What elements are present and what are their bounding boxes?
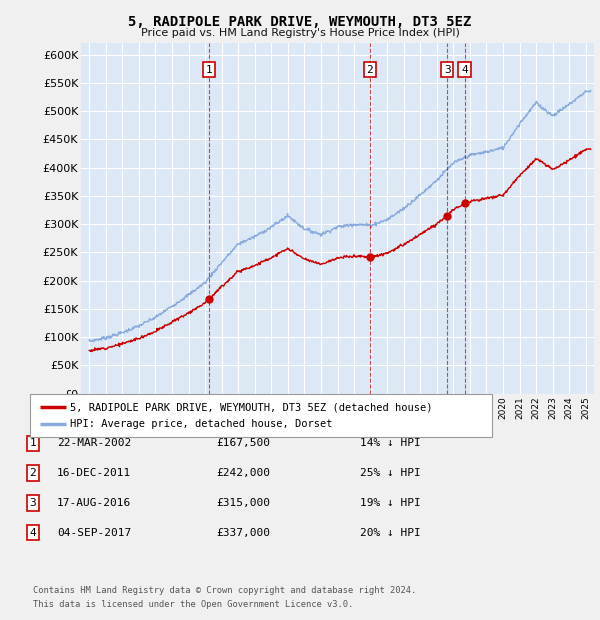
Text: 1: 1 [29,438,37,448]
Text: Contains HM Land Registry data © Crown copyright and database right 2024.: Contains HM Land Registry data © Crown c… [33,586,416,595]
Text: 04-SEP-2017: 04-SEP-2017 [57,528,131,538]
Text: £315,000: £315,000 [216,498,270,508]
Text: 19% ↓ HPI: 19% ↓ HPI [360,498,421,508]
Text: 20% ↓ HPI: 20% ↓ HPI [360,528,421,538]
Text: This data is licensed under the Open Government Licence v3.0.: This data is licensed under the Open Gov… [33,600,353,609]
Text: 17-AUG-2016: 17-AUG-2016 [57,498,131,508]
Text: £167,500: £167,500 [216,438,270,448]
Text: 3: 3 [29,498,37,508]
Text: 2: 2 [29,468,37,478]
Text: 3: 3 [444,64,451,74]
Text: 1: 1 [205,64,212,74]
Text: 14% ↓ HPI: 14% ↓ HPI [360,438,421,448]
Text: HPI: Average price, detached house, Dorset: HPI: Average price, detached house, Dors… [70,419,332,429]
Text: £242,000: £242,000 [216,468,270,478]
Text: £337,000: £337,000 [216,528,270,538]
Text: 2: 2 [367,64,373,74]
Text: 16-DEC-2011: 16-DEC-2011 [57,468,131,478]
Text: 5, RADIPOLE PARK DRIVE, WEYMOUTH, DT3 5EZ: 5, RADIPOLE PARK DRIVE, WEYMOUTH, DT3 5E… [128,16,472,30]
Text: 4: 4 [461,64,468,74]
Text: 25% ↓ HPI: 25% ↓ HPI [360,468,421,478]
Text: 22-MAR-2002: 22-MAR-2002 [57,438,131,448]
Text: 5, RADIPOLE PARK DRIVE, WEYMOUTH, DT3 5EZ (detached house): 5, RADIPOLE PARK DRIVE, WEYMOUTH, DT3 5E… [70,402,433,412]
Text: 4: 4 [29,528,37,538]
Text: Price paid vs. HM Land Registry's House Price Index (HPI): Price paid vs. HM Land Registry's House … [140,28,460,38]
